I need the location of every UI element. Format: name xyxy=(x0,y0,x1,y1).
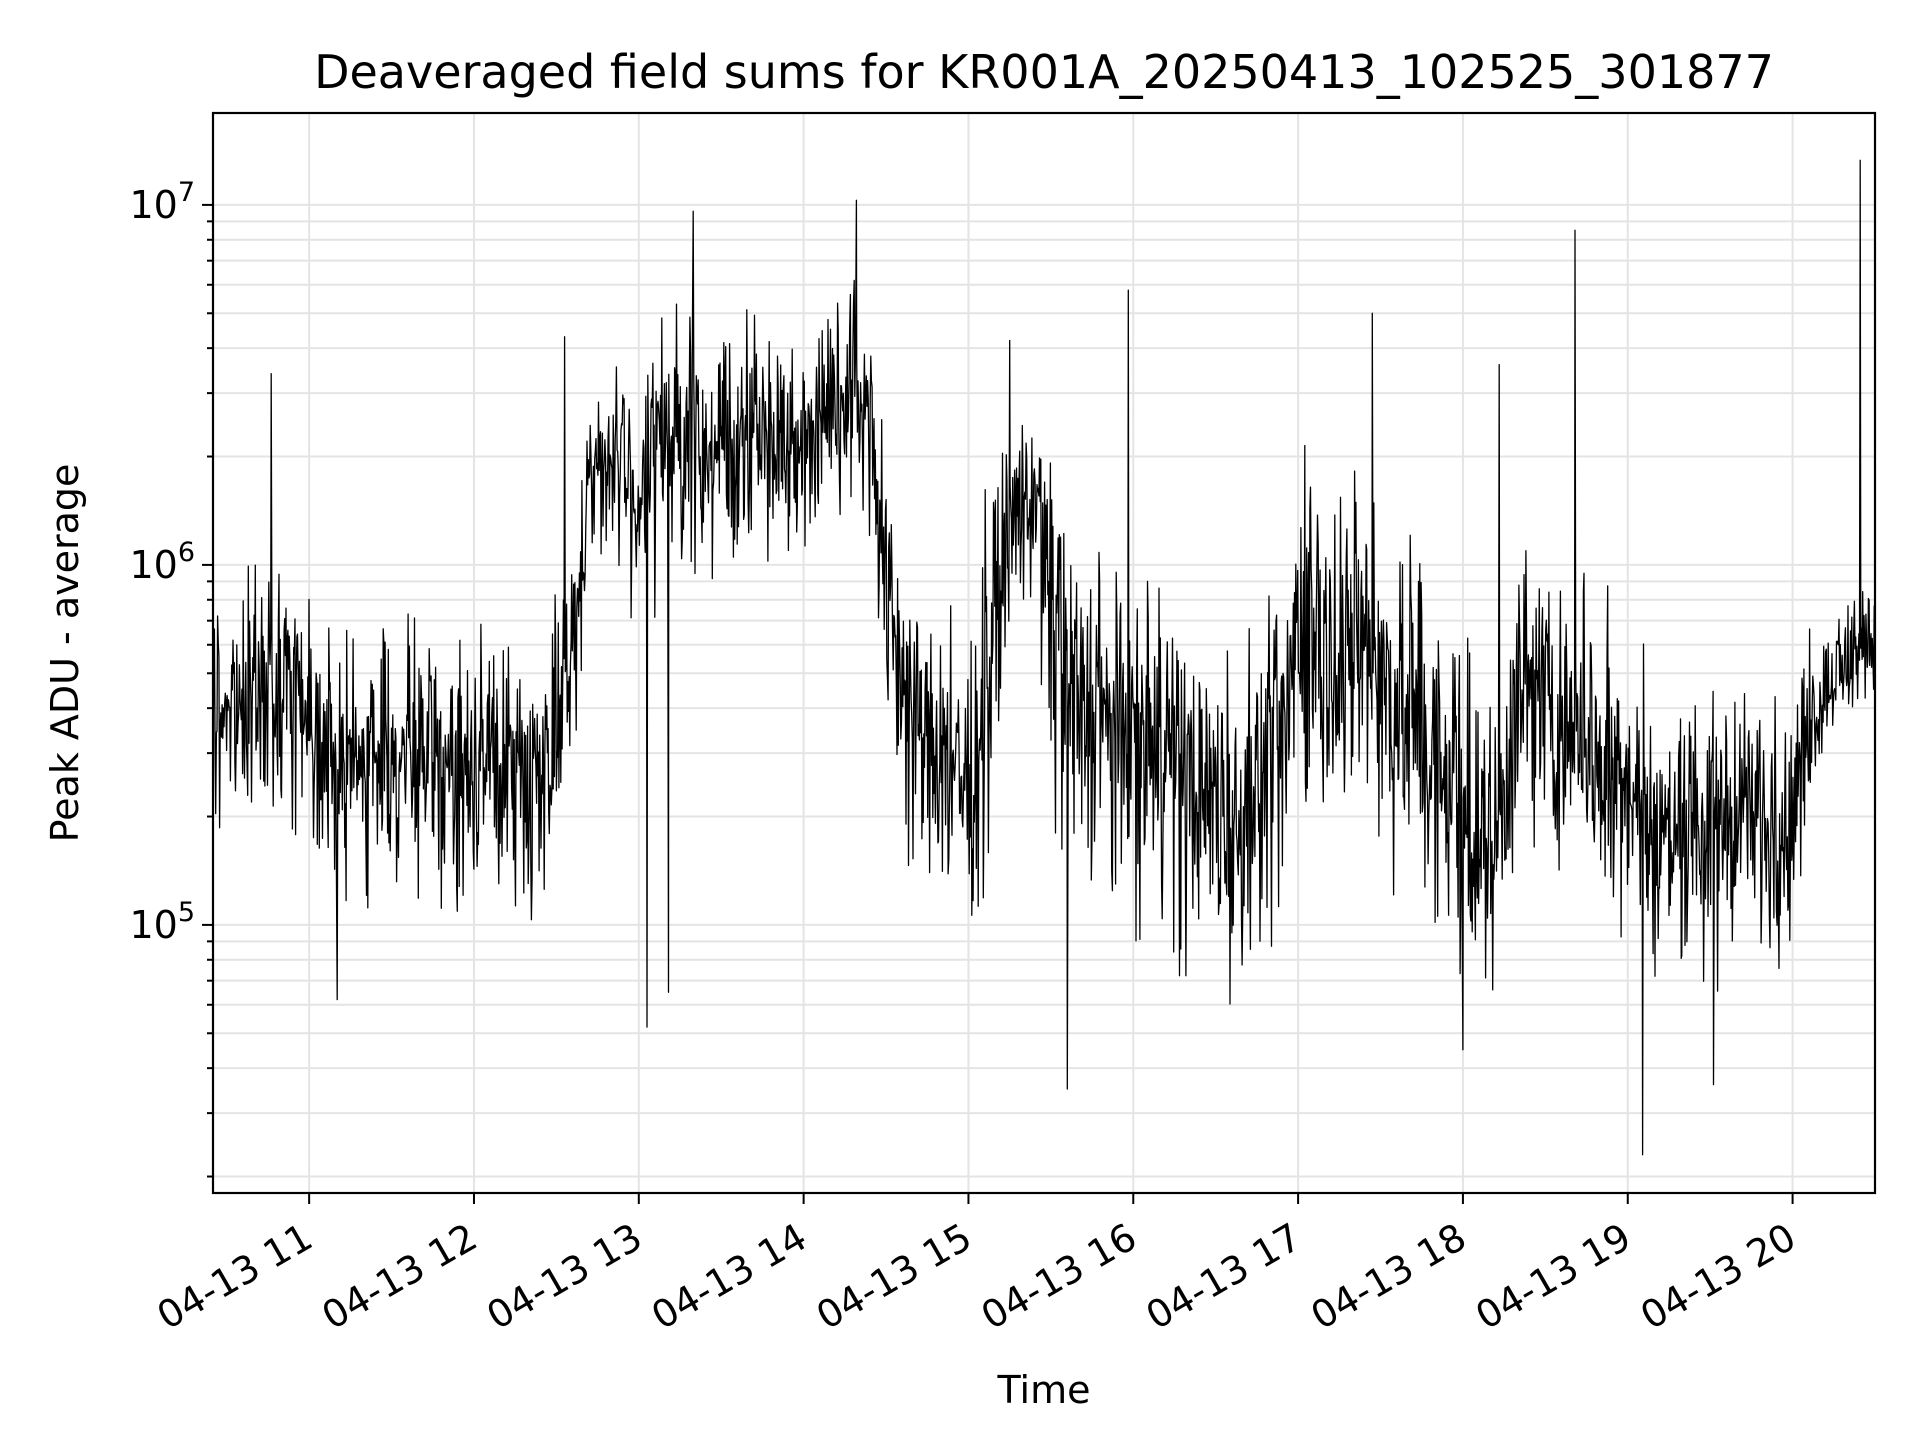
y-tick-label: 107 xyxy=(129,177,195,227)
series-line xyxy=(212,159,1876,1156)
y-tick-exponent: 6 xyxy=(178,537,195,568)
y-tick-base: 10 xyxy=(129,183,177,227)
y-tick-exponent: 5 xyxy=(178,897,195,928)
y-axis-label: Peak ADU - average xyxy=(43,464,87,843)
chart-title: Deaveraged field sums for KR001A_2025041… xyxy=(314,45,1774,99)
y-tick-base: 10 xyxy=(129,903,177,947)
y-tick-label: 105 xyxy=(129,897,195,947)
x-axis-label: Time xyxy=(997,1368,1091,1412)
plot-frame xyxy=(211,111,1877,1195)
y-tick-base: 10 xyxy=(129,543,177,587)
series-path xyxy=(212,159,1876,1156)
y-tick-exponent: 7 xyxy=(178,177,195,208)
y-tick-label: 106 xyxy=(129,537,195,587)
